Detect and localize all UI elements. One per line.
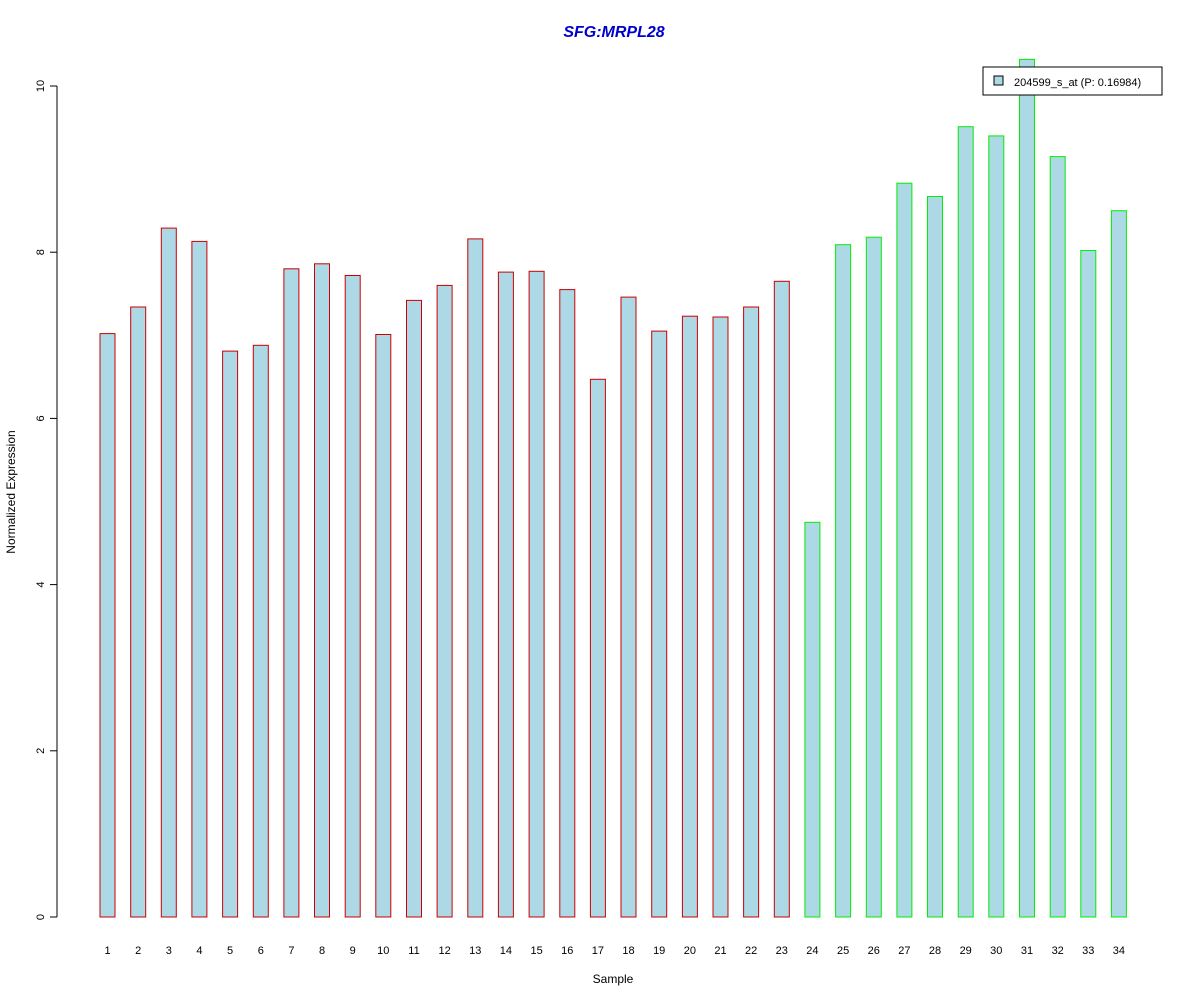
bar-sample-31 (1019, 58, 1035, 918)
x-tick-label: 11 (408, 945, 419, 957)
bar-sample-30 (988, 135, 1005, 918)
y-tick-label: 6 (35, 415, 47, 421)
y-tick-label: 4 (35, 582, 47, 588)
bar-sample-19 (651, 330, 668, 918)
legend-box (982, 66, 1163, 96)
legend-swatch (993, 75, 1004, 86)
bar-sample-24 (804, 521, 821, 918)
bar-sample-26 (865, 236, 882, 918)
bar-sample-9 (344, 275, 361, 918)
x-tick-label: 22 (745, 945, 757, 957)
bar-sample-28 (927, 196, 943, 918)
x-axis-labels: 1 2 3 4 5 6 7 8 9 10 11 12 13 14 15 16 17 18 19 20 21 22 23 24 2… (104, 945, 1125, 957)
bar-sample-10 (375, 334, 392, 918)
x-tick-label: 31 (1021, 945, 1033, 957)
x-tick-label: 20 (684, 945, 696, 957)
chart-title: SFG:MRPL28 (563, 24, 664, 41)
bar-sample-29 (957, 126, 974, 918)
x-tick-label: 2 (135, 945, 141, 957)
x-tick-label: 3 (166, 945, 172, 957)
bar-sample-11 (406, 299, 422, 918)
x-tick-label: 26 (868, 945, 880, 957)
x-tick-label: 34 (1113, 945, 1125, 957)
bar-sample-16 (559, 289, 576, 918)
bar-sample-20 (681, 315, 698, 918)
x-tick-label: 4 (196, 945, 202, 957)
x-tick-label: 21 (714, 945, 726, 957)
x-tick-label: 9 (350, 945, 356, 957)
x-tick-label: 17 (592, 945, 604, 957)
x-axis-label: Sample (593, 972, 634, 986)
y-tick-label: 0 (35, 914, 47, 920)
x-tick-label: 15 (530, 945, 542, 957)
bar-sample-12 (436, 284, 453, 918)
x-tick-label: 23 (776, 945, 788, 957)
x-tick-label: 28 (929, 945, 941, 957)
x-tick-label: 29 (960, 945, 972, 957)
bar-sample-27 (896, 182, 913, 918)
bar-sample-25 (835, 244, 852, 918)
y-axis: 0 2 4 6 8 10 (35, 80, 58, 920)
y-axis-label: Normalized Expression (4, 430, 18, 553)
x-tick-label: 16 (561, 945, 573, 957)
bar-sample-4 (191, 240, 208, 918)
x-tick-label: 33 (1082, 945, 1094, 957)
bar-sample-1 (99, 333, 116, 918)
legend: 204599_s_at (P: 0.16984) (982, 66, 1163, 96)
x-tick-label: 18 (622, 945, 634, 957)
bar-sample-22 (743, 306, 760, 918)
bar-sample-32 (1049, 156, 1066, 918)
x-tick-label: 1 (104, 945, 110, 957)
x-tick-label: 8 (319, 945, 325, 957)
bar-sample-7 (283, 268, 300, 918)
x-tick-label: 14 (500, 945, 512, 957)
x-tick-label: 30 (990, 945, 1002, 957)
bars-group (99, 58, 1127, 918)
x-tick-label: 7 (288, 945, 294, 957)
x-tick-label: 6 (258, 945, 264, 957)
y-tick-label: 10 (35, 80, 47, 92)
x-tick-label: 24 (806, 945, 818, 957)
bar-sample-14 (497, 271, 514, 918)
x-tick-label: 12 (438, 945, 450, 957)
x-tick-label: 10 (377, 945, 389, 957)
bar-sample-21 (712, 316, 729, 918)
bar-sample-8 (314, 263, 330, 918)
bar-sample-6 (252, 344, 269, 918)
x-tick-label: 19 (653, 945, 665, 957)
x-tick-label: 27 (898, 945, 910, 957)
x-tick-label: 13 (469, 945, 481, 957)
bar-sample-15 (528, 270, 545, 918)
bar-sample-13 (467, 238, 484, 918)
bar-sample-3 (160, 227, 177, 918)
bar-sample-23 (773, 280, 790, 918)
y-tick-label: 8 (35, 249, 47, 255)
y-tick-label: 2 (35, 748, 47, 754)
bar-sample-33 (1080, 250, 1097, 918)
bar-sample-17 (589, 378, 606, 918)
x-tick-label: 5 (227, 945, 233, 957)
bar-sample-2 (130, 306, 147, 918)
legend-label: 204599_s_at (P: 0.16984) (1014, 77, 1141, 89)
bar-sample-18 (620, 296, 637, 918)
x-tick-label: 25 (837, 945, 849, 957)
x-tick-label: 32 (1052, 945, 1064, 957)
bar-sample-34 (1110, 210, 1127, 918)
bar-sample-5 (222, 350, 239, 918)
